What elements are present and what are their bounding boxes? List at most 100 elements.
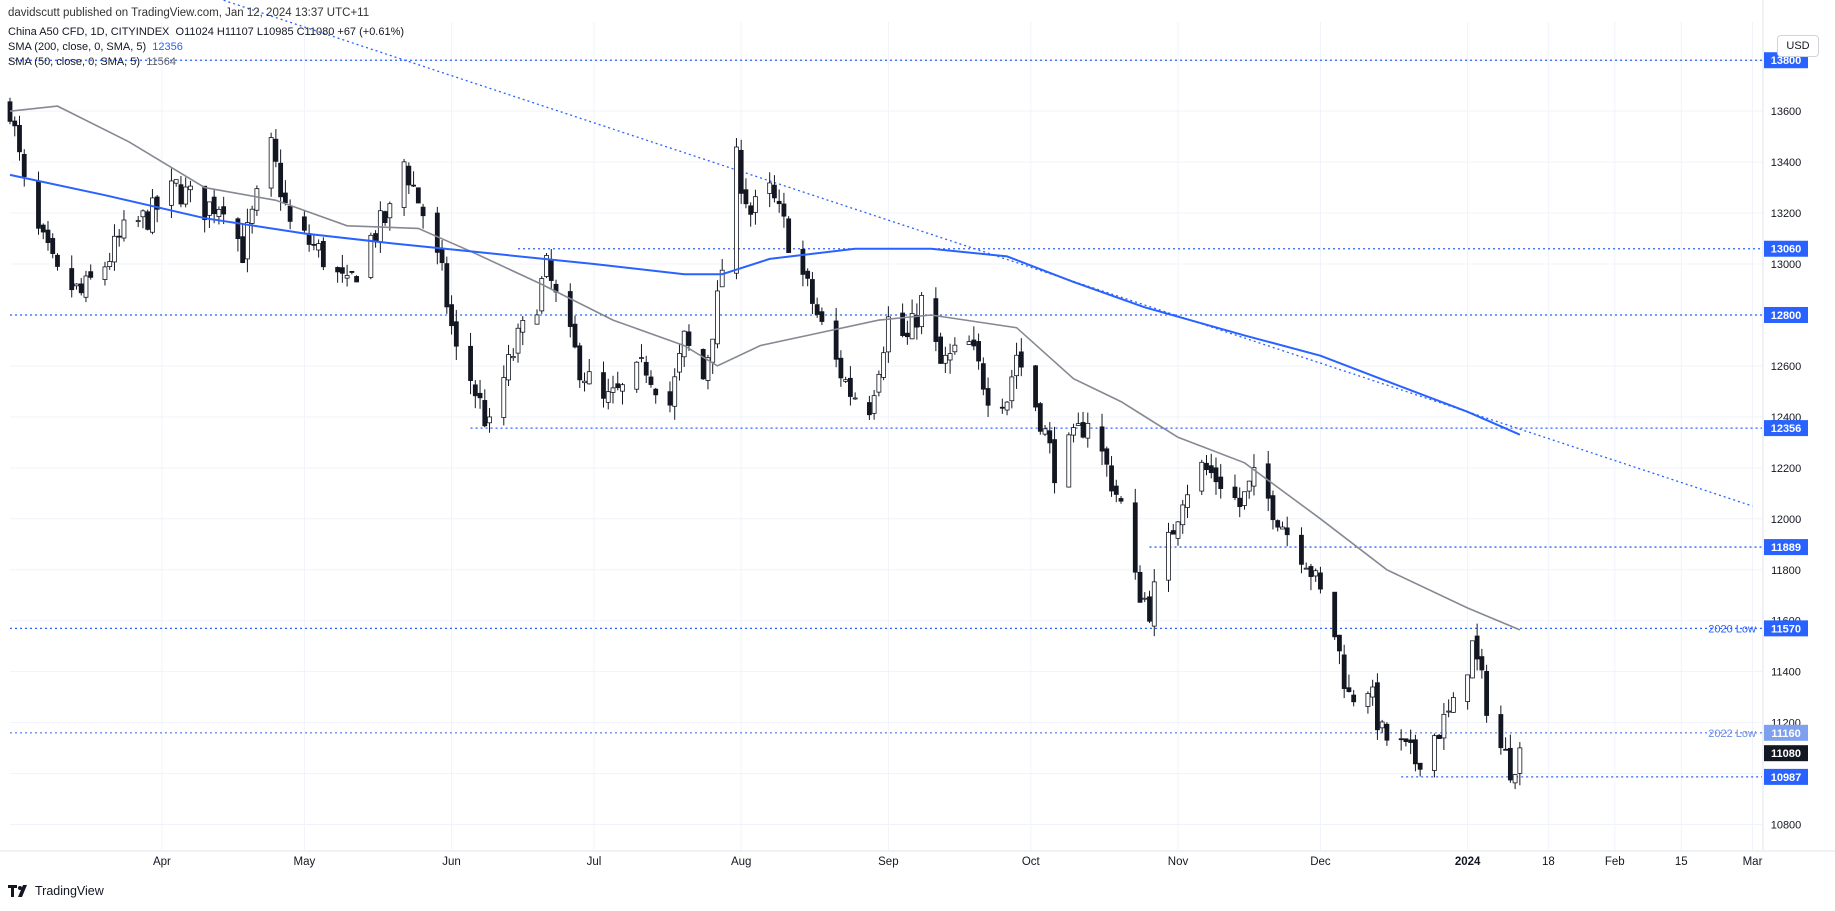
candle-body — [567, 291, 573, 327]
sma200-label: SMA (200, close, 0, SMA, 5) — [8, 41, 147, 53]
level-note: 2022 Low — [1708, 728, 1756, 740]
candle-body — [1375, 682, 1380, 731]
candle-body — [1275, 520, 1281, 528]
level-price-badge — [1764, 620, 1808, 637]
candle-body — [577, 345, 583, 381]
candlesticks — [7, 97, 1523, 790]
candle-body — [145, 211, 151, 230]
candle-body — [1303, 567, 1309, 570]
candle-body — [1398, 738, 1404, 741]
symbol-legend: China A50 CFD, 1D, CITYINDEX O11024 H111… — [8, 26, 404, 38]
candle-body — [1175, 521, 1181, 539]
candle-body — [1299, 534, 1304, 565]
candle-body — [919, 295, 925, 328]
x-tick-label: Jul — [587, 856, 602, 868]
candle-body — [1503, 748, 1509, 751]
candle-body — [1170, 530, 1176, 535]
candle-body — [914, 314, 920, 328]
candle-body — [738, 149, 744, 194]
candle-body — [1308, 566, 1314, 577]
x-tick-label: Apr — [153, 856, 171, 868]
candle-body — [1270, 495, 1276, 521]
level-price-badge — [1764, 539, 1808, 556]
candle-body — [833, 320, 839, 360]
candle-body — [150, 197, 155, 233]
candle-body — [387, 203, 393, 219]
candle-body — [202, 185, 208, 221]
candle-body — [976, 341, 981, 362]
x-tick-label: Mar — [1743, 856, 1763, 868]
footer-brand[interactable]: TradingView — [8, 884, 104, 898]
moving-averages — [9, 105, 1521, 631]
candle-body — [354, 276, 360, 283]
candle-body — [1384, 723, 1390, 741]
candle-body — [316, 243, 322, 251]
candle-body — [1507, 747, 1513, 781]
time-axis: Apr May Jun Jul Aug Sep Oct Nov Dec 2024 18 Feb 15 Ma… — [0, 850, 1835, 868]
candle-body — [672, 376, 678, 407]
candle-body — [107, 261, 113, 267]
candle-body — [411, 184, 416, 187]
candle-body — [1318, 572, 1323, 590]
candle-body — [1033, 365, 1038, 408]
candle-body — [178, 184, 184, 205]
y-tick-label: 13000 — [1771, 259, 1802, 271]
candle-body — [805, 270, 811, 279]
y-tick-label: 13600 — [1771, 106, 1802, 118]
candle-body — [847, 377, 853, 397]
candle-body — [349, 271, 355, 273]
x-tick-label: Aug — [731, 856, 751, 868]
candle-body — [610, 387, 616, 393]
horizontal-levels: 2020 Low 2022 Low — [10, 0, 1762, 778]
candle-body — [1042, 428, 1048, 435]
candle-body — [539, 278, 545, 312]
sma50-value: 11564 — [146, 56, 176, 68]
candle-body — [1332, 591, 1338, 638]
candle-body — [506, 354, 511, 381]
level-price-badge — [1764, 240, 1808, 257]
candle-body — [373, 233, 378, 242]
candle-body — [140, 210, 146, 218]
level-price-label: 11889 — [1771, 542, 1801, 554]
level-price-label: 11160 — [1771, 728, 1800, 740]
candle-body — [335, 267, 341, 273]
candle-body — [582, 380, 587, 384]
x-tick-label: Nov — [1168, 856, 1189, 868]
candle-body — [1199, 461, 1205, 492]
candle-body — [705, 357, 711, 381]
candle-body — [311, 243, 317, 246]
last-price-badge — [1764, 745, 1808, 762]
candle-body — [572, 323, 578, 348]
candle-body — [620, 384, 625, 392]
candle-body — [320, 240, 326, 268]
candle-body — [966, 341, 972, 345]
sma200-legend[interactable]: SMA (200, close, 0, SMA, 5) 12356 — [8, 41, 183, 53]
candle-body — [244, 222, 250, 260]
currency-button[interactable]: USD — [1777, 35, 1819, 57]
candle-body — [719, 269, 725, 288]
candle-body — [1517, 747, 1523, 774]
candle-body — [368, 234, 374, 278]
candle-body — [1284, 527, 1290, 536]
candle-body — [1004, 401, 1010, 411]
sma50-legend[interactable]: SMA (50, close, 0, SMA, 5) 11564 — [8, 56, 176, 68]
candle-body — [772, 184, 777, 199]
candle-body — [1251, 467, 1257, 487]
candle-body — [586, 371, 592, 385]
candle-body — [453, 321, 459, 347]
price-axis: 1080011000112001140011600118001200012200… — [1762, 0, 1808, 850]
candle-body — [838, 357, 844, 379]
candle-body — [207, 201, 212, 216]
candle-body — [1080, 422, 1086, 438]
candle-body — [121, 219, 127, 239]
candle-body — [468, 345, 473, 381]
x-tick-label: Oct — [1022, 856, 1041, 868]
candle-body — [69, 268, 75, 291]
candle-body — [439, 248, 445, 264]
candle-body — [942, 354, 948, 364]
candle-body — [21, 154, 27, 178]
candle-body — [971, 339, 977, 347]
candle-body — [866, 402, 872, 416]
candle-body — [639, 357, 644, 359]
